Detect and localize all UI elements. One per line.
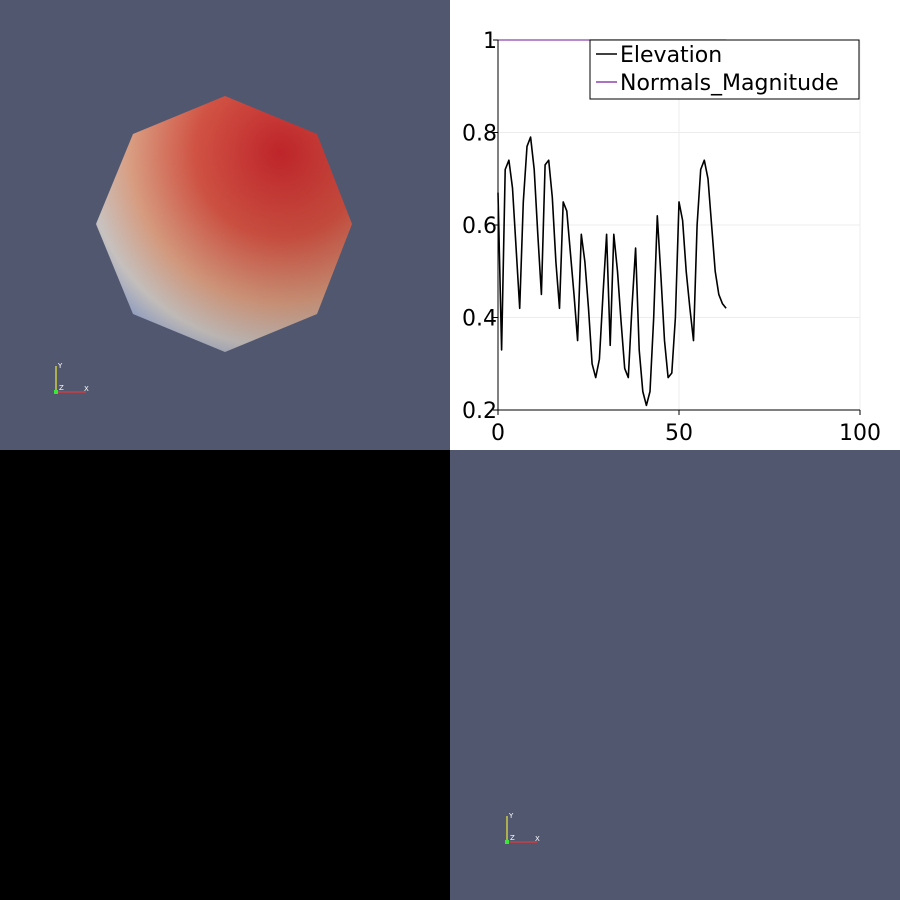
render-view-top-left-canvas: X Y Z — [54, 96, 352, 394]
x-tick-label-2: 100 — [839, 421, 881, 446]
series-line-elevation — [497, 136, 727, 407]
line-chart-canvas: 0.2 0.4 0.6 0.8 1 0 50 100 Elevation Normals_Mag… — [462, 29, 881, 446]
y-tick-label-0: 0.2 — [462, 399, 497, 424]
render-view-top-left[interactable]: X Y Z — [0, 0, 450, 450]
orientation-axes-widget: X Y Z — [54, 362, 89, 394]
sphere-shading — [96, 96, 352, 352]
x-tick-label-1: 50 — [665, 421, 693, 446]
x-axis-label: X — [535, 835, 540, 843]
x-tick-label-0: 0 — [491, 421, 505, 446]
orientation-axes-widget: X Y Z — [505, 812, 540, 844]
empty-view[interactable] — [0, 450, 450, 900]
y-tick-label-4: 1 — [483, 29, 497, 54]
y-tick-label-1: 0.4 — [462, 307, 497, 332]
y-tick-label-2: 0.6 — [462, 214, 497, 239]
y-axis-label: Y — [57, 362, 63, 370]
y-tick-label-3: 0.8 — [462, 122, 497, 147]
legend-label-0[interactable]: Elevation — [620, 43, 722, 68]
z-axis-marker — [505, 840, 509, 844]
legend-label-1[interactable]: Normals_Magnitude — [620, 71, 839, 96]
z-axis-label: Z — [59, 384, 64, 392]
y-axis-label: Y — [508, 812, 514, 820]
render-view-bottom-right-canvas: X Y Z — [505, 812, 540, 844]
z-axis-label: Z — [510, 834, 515, 842]
z-axis-marker — [54, 390, 58, 394]
line-chart-view[interactable]: 0.2 0.4 0.6 0.8 1 0 50 100 Elevation Normals_Mag… — [450, 0, 900, 450]
chart-legend[interactable]: Elevation Normals_Magnitude — [589, 39, 860, 100]
render-view-bottom-right[interactable]: X Y Z — [450, 450, 900, 900]
legend-box — [589, 39, 860, 100]
chart-axes: 0.2 0.4 0.6 0.8 1 0 50 100 — [462, 29, 881, 446]
x-axis-label: X — [84, 385, 89, 393]
